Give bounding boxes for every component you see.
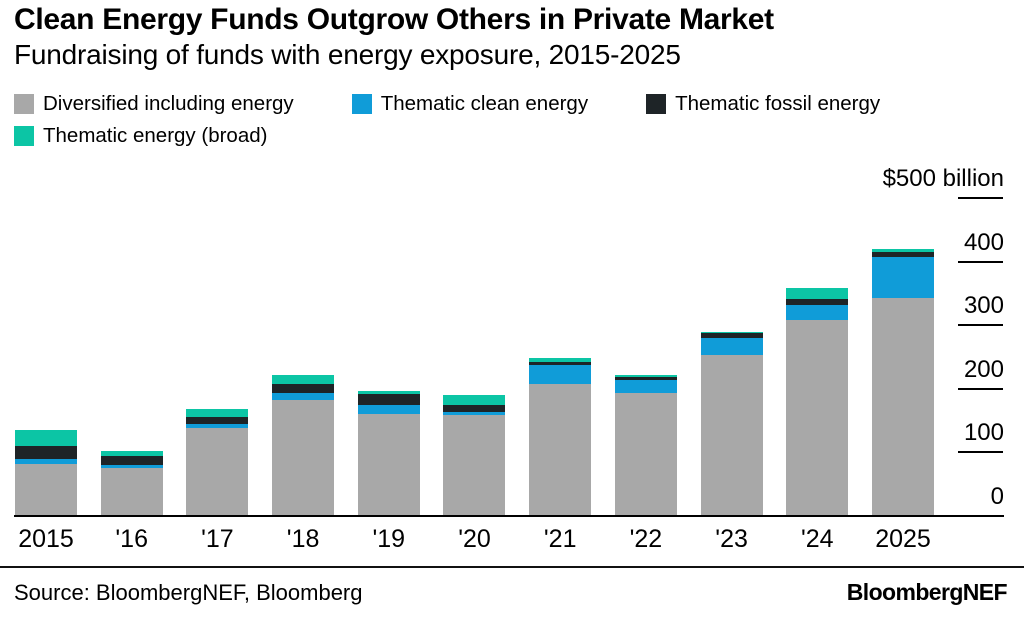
- segment-diversified: [443, 414, 506, 516]
- segment-clean: [529, 364, 592, 385]
- legend-item-diversified: Diversified including energy: [14, 92, 294, 116]
- segment-fossil: [186, 416, 249, 424]
- bar-18: [272, 198, 335, 516]
- segment-broad: [529, 358, 592, 363]
- segment-diversified: [100, 468, 163, 516]
- segment-diversified: [786, 319, 849, 516]
- x-label-19: '19: [372, 525, 406, 553]
- segment-fossil: [357, 393, 420, 406]
- segment-diversified: [15, 463, 77, 516]
- segment-broad: [100, 450, 163, 456]
- x-label-17: '17: [201, 525, 234, 553]
- legend-swatch-clean: [351, 94, 372, 114]
- y-tick-200: [958, 387, 1003, 390]
- segment-diversified: [357, 414, 420, 516]
- segment-broad: [443, 395, 506, 406]
- segment-fossil: [100, 455, 163, 465]
- segment-broad: [871, 249, 934, 252]
- segment-clean: [443, 412, 506, 415]
- y-label-500: $500 billion: [882, 165, 1004, 192]
- legend-swatch-diversified: [14, 94, 34, 114]
- legend-label: Thematic fossil energy: [675, 92, 881, 115]
- legend-swatch-broad: [14, 126, 34, 146]
- y-label-300: 300: [963, 292, 1004, 320]
- y-label-100: 100: [963, 419, 1004, 447]
- bar-23: [700, 198, 763, 516]
- segment-clean: [272, 393, 335, 400]
- y-tick-400: [958, 260, 1003, 263]
- segment-fossil: [443, 405, 506, 413]
- bar-2015: [15, 198, 77, 516]
- segment-broad: [614, 374, 677, 378]
- legend: Diversified including energy Thematic cle…: [14, 92, 1014, 148]
- legend-item-broad: Thematic energy (broad): [14, 124, 267, 148]
- y-label-200: 200: [963, 355, 1004, 383]
- bar-16: [100, 198, 163, 516]
- segment-fossil: [700, 333, 763, 338]
- x-label-22: '22: [629, 525, 663, 553]
- legend-item-clean: Thematic clean energy: [351, 92, 589, 116]
- segment-diversified: [700, 355, 763, 516]
- segment-clean: [871, 257, 934, 298]
- x-label-24: '24: [801, 525, 834, 553]
- chart-title: Clean Energy Funds Outgrow Others in Pri…: [14, 3, 774, 36]
- segment-fossil: [15, 446, 77, 459]
- segment-fossil: [786, 299, 849, 305]
- x-label-21: '21: [543, 525, 577, 553]
- segment-broad: [357, 390, 420, 394]
- x-label-16: '16: [115, 525, 148, 553]
- y-tick-500: [958, 197, 1003, 199]
- segment-clean: [100, 464, 163, 469]
- segment-diversified: [272, 399, 335, 516]
- segment-fossil: [871, 251, 934, 258]
- segment-fossil: [529, 362, 592, 365]
- source-note: Source: BloombergNEF, Bloomberg: [14, 580, 363, 605]
- y-label-400: 400: [963, 228, 1004, 256]
- chart-subtitle: Fundraising of funds with energy exposur…: [14, 39, 681, 70]
- segment-broad: [786, 288, 849, 300]
- bar-24: [786, 198, 849, 516]
- segment-broad: [700, 331, 763, 334]
- segment-clean: [186, 423, 249, 428]
- x-label-18: '18: [286, 525, 320, 553]
- segment-clean: [786, 304, 849, 320]
- bar-17: [186, 198, 249, 516]
- x-axis-line: [14, 515, 1004, 517]
- y-tick-300: [958, 324, 1003, 327]
- segment-clean: [357, 405, 420, 415]
- legend-item-fossil: Thematic fossil energy: [646, 92, 880, 116]
- legend-label: Diversified including energy: [43, 92, 294, 115]
- x-label-23: '23: [715, 525, 748, 553]
- segment-diversified: [871, 297, 934, 516]
- x-axis-labels: 2015 '16 '17 '18 '19 '20 '21 '22 '23 '24 2025: [15, 524, 934, 556]
- y-label-0: 0: [990, 483, 1004, 510]
- x-label-20: '20: [458, 525, 491, 553]
- x-label-2015: 2015: [18, 525, 74, 553]
- bar-2025: [871, 198, 934, 516]
- segment-diversified: [529, 384, 592, 516]
- legend-label: Thematic clean energy: [380, 92, 589, 115]
- segment-broad: [186, 408, 249, 417]
- bar-20: [443, 198, 506, 516]
- segment-clean: [700, 337, 763, 356]
- bar-22: [614, 198, 677, 516]
- segment-diversified: [614, 393, 677, 516]
- segment-broad: [272, 375, 335, 385]
- legend-swatch-fossil: [646, 94, 667, 114]
- segment-fossil: [272, 384, 335, 394]
- y-tick-100: [958, 451, 1003, 454]
- bar-plot-area: [15, 198, 934, 516]
- legend-label: Thematic energy (broad): [43, 124, 268, 147]
- segment-clean: [15, 458, 77, 464]
- segment-broad: [15, 429, 77, 447]
- footer-divider: [0, 566, 1024, 568]
- bar-21: [529, 198, 592, 516]
- segment-fossil: [614, 377, 677, 380]
- segment-clean: [614, 379, 677, 394]
- x-label-2025: 2025: [875, 525, 931, 553]
- bar-19: [357, 198, 420, 516]
- segment-diversified: [186, 427, 249, 516]
- bloombergnef-logo: BloombergNEF: [846, 579, 1008, 605]
